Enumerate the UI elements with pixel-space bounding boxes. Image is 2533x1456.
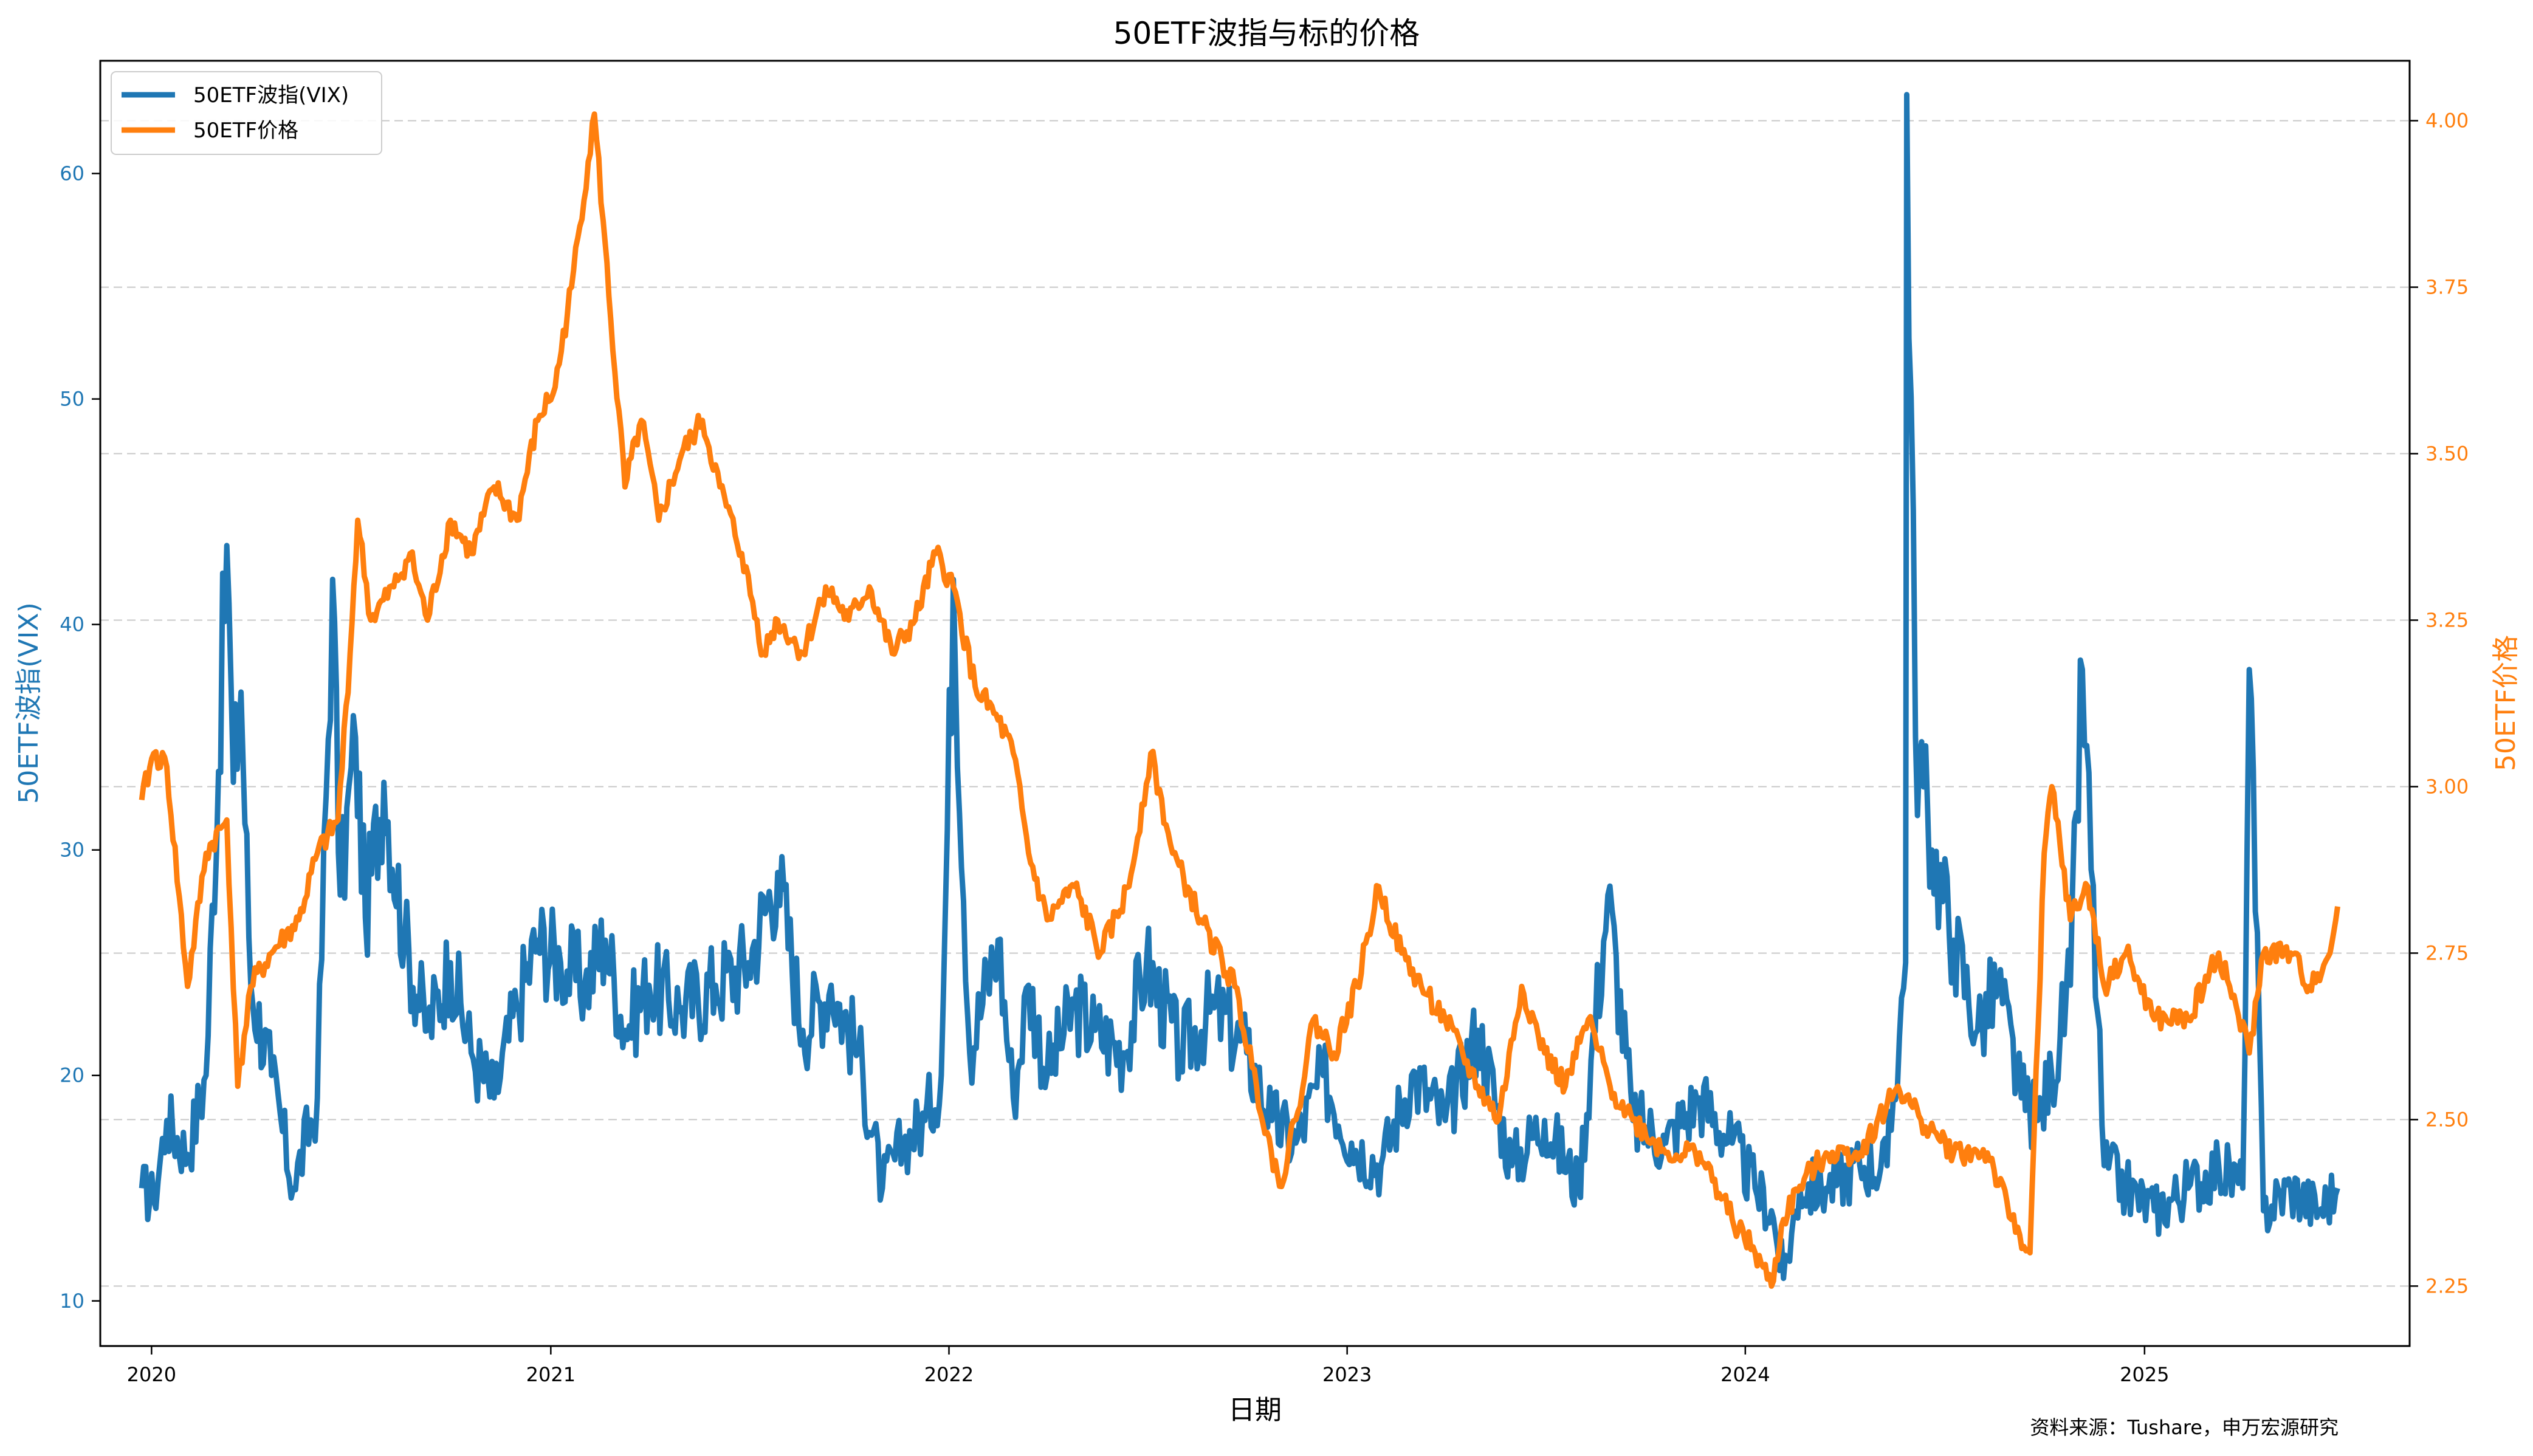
- series-line-price: [139, 111, 2340, 1289]
- right-y-tick-label: 2.75: [2425, 941, 2469, 964]
- right-y-tick-label: 2.50: [2425, 1108, 2469, 1131]
- series-layer: [139, 92, 2340, 1289]
- x-axis-label: 日期: [1228, 1395, 1282, 1426]
- legend-label-vix: 50ETF波指(VIX): [193, 83, 349, 108]
- x-tick-label: 2022: [924, 1363, 974, 1386]
- plot-frame: [99, 60, 2411, 1347]
- right-y-tick-label: 2.25: [2425, 1274, 2469, 1297]
- left-y-axis-label: 50ETF波指(VIX): [13, 602, 44, 804]
- x-tick-label: 2020: [127, 1363, 176, 1386]
- left-y-tick-label: 20: [60, 1064, 84, 1087]
- left-y-tick-label: 50: [60, 388, 84, 411]
- chart-title: 50ETF波指与标的价格: [1113, 16, 1420, 51]
- right-y-tick-label: 3.25: [2425, 609, 2469, 632]
- x-tick-label: 2021: [526, 1363, 576, 1386]
- x-tick-label: 2025: [2120, 1363, 2169, 1386]
- series-line-vix: [139, 92, 2340, 1282]
- x-axis: 2020 2021 2022 2023 2024 2025: [127, 1346, 2170, 1386]
- left-y-tick-label: 30: [60, 839, 84, 862]
- left-y-axis: 10 20 30 40 50 60: [60, 162, 100, 1313]
- source-note: 资料来源：Tushare，申万宏源研究: [2030, 1416, 2339, 1439]
- right-y-axis: 2.25 2.50 2.75 3.00 3.25 3.50 3.75 4.00: [2410, 109, 2469, 1297]
- x-tick-label: 2024: [1720, 1363, 1770, 1386]
- legend-box: [111, 71, 382, 155]
- legend-label-price: 50ETF价格: [193, 118, 298, 143]
- x-tick-label: 2023: [1322, 1363, 1372, 1386]
- left-y-tick-label: 60: [60, 162, 84, 185]
- left-y-tick-label: 40: [60, 613, 84, 636]
- legend: 50ETF波指(VIX) 50ETF价格: [111, 71, 382, 155]
- left-y-tick-label: 10: [60, 1289, 84, 1313]
- right-y-tick-label: 4.00: [2425, 109, 2469, 132]
- right-y-tick-label: 3.00: [2425, 775, 2469, 798]
- right-y-tick-label: 3.50: [2425, 442, 2469, 465]
- right-y-tick-label: 3.75: [2425, 276, 2469, 299]
- right-y-axis-label: 50ETF价格: [2490, 635, 2521, 771]
- grid-lines: [100, 120, 2410, 1287]
